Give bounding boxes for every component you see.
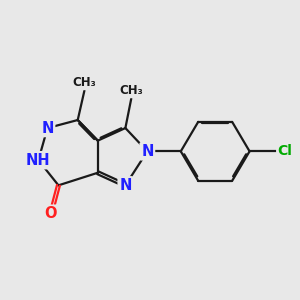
Text: NH: NH bbox=[26, 153, 51, 168]
Text: CH₃: CH₃ bbox=[73, 76, 96, 89]
Text: N: N bbox=[141, 144, 154, 159]
Text: N: N bbox=[41, 121, 54, 136]
Text: CH₃: CH₃ bbox=[119, 84, 143, 97]
Text: O: O bbox=[45, 206, 57, 221]
Text: N: N bbox=[119, 178, 132, 193]
Text: Cl: Cl bbox=[278, 144, 292, 158]
